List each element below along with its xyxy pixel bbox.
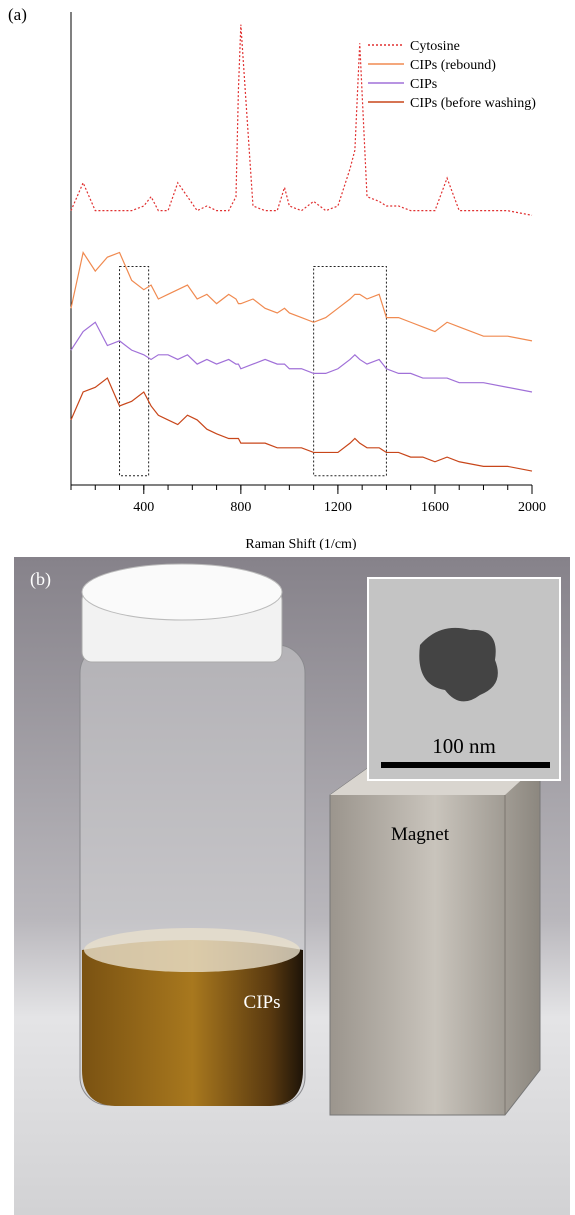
liquid-surface: [84, 928, 300, 972]
legend-label: CIPs (rebound): [410, 58, 496, 73]
chart: (a) Raman Shift (1/cm) 400 800 1200 1600 200…: [8, 5, 546, 550]
vial-label: CIPs: [244, 992, 281, 1013]
scale-bar-label: 100 nm: [432, 734, 496, 758]
x-tick-label: 800: [230, 500, 251, 515]
highlight-box: [119, 265, 150, 477]
series-line: [70, 24, 533, 216]
series-line: [70, 250, 533, 342]
series-line: [70, 321, 533, 393]
x-tick-label: 1200: [324, 500, 352, 515]
x-tick-label: 400: [133, 500, 154, 515]
vial-liquid: [82, 940, 303, 1106]
legend-label: CIPs: [410, 77, 437, 92]
legend-label: Cytosine: [410, 39, 460, 54]
photo: 100 nm (b) Magnet CIPs: [14, 557, 570, 1215]
panel-label: (b): [30, 569, 51, 590]
x-tick-label: 2000: [518, 500, 546, 515]
legend-label: CIPs (before washing): [410, 96, 536, 111]
series-line: [70, 377, 533, 472]
x-axis-label: Raman Shift (1/cm): [245, 537, 357, 550]
magnet: [329, 762, 541, 1116]
magnet-label: Magnet: [391, 824, 450, 845]
x-tick-label: 1600: [421, 500, 449, 515]
panel-label: (a): [8, 5, 27, 24]
cap-top: [81, 563, 283, 621]
particle: [419, 627, 498, 702]
highlight-box: [313, 265, 387, 477]
